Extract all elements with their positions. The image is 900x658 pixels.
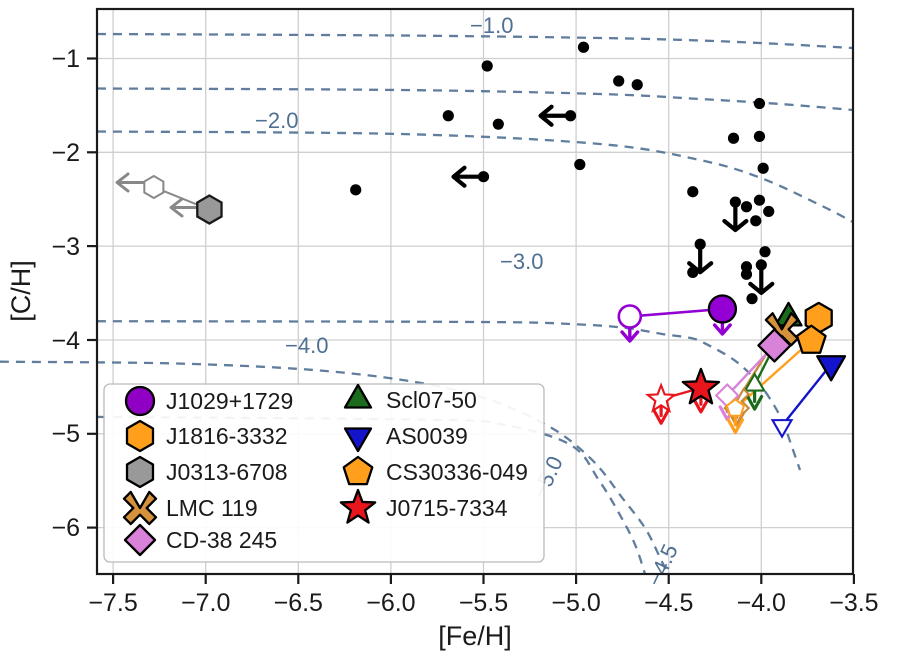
svg-text:Scl07-50: Scl07-50: [386, 387, 477, 413]
svg-text:−5: −5: [51, 420, 80, 448]
svg-text:[C/H]: [C/H]: [6, 260, 36, 322]
svg-text:−3.0: −3.0: [500, 249, 543, 274]
svg-text:−3: −3: [51, 233, 80, 261]
svg-text:J1816-3332: J1816-3332: [166, 423, 288, 449]
svg-text:J0313-6708: J0313-6708: [166, 459, 288, 485]
svg-text:CS30336-049: CS30336-049: [386, 459, 528, 485]
svg-text:−4.0: −4.0: [285, 333, 328, 358]
svg-text:J1029+1729: J1029+1729: [166, 388, 293, 414]
svg-text:−2.0: −2.0: [255, 108, 298, 133]
svg-text:LMC 119: LMC 119: [166, 495, 258, 521]
svg-text:−1.0: −1.0: [470, 13, 513, 38]
svg-text:−3.5: −3.5: [829, 589, 878, 617]
svg-text:CD-38 245: CD-38 245: [166, 527, 277, 553]
svg-text:−6: −6: [51, 514, 80, 542]
svg-text:−7.0: −7.0: [181, 589, 230, 617]
svg-text:−4.5: −4.5: [644, 589, 693, 617]
svg-text:−5.5: −5.5: [459, 589, 508, 617]
svg-text:−1: −1: [51, 45, 80, 73]
svg-text:−6.5: −6.5: [274, 589, 323, 617]
svg-text:−7.5: −7.5: [88, 589, 137, 617]
svg-text:J0715-7334: J0715-7334: [386, 495, 508, 521]
svg-text:−4: −4: [51, 327, 80, 355]
svg-text:AS0039: AS0039: [386, 423, 468, 449]
svg-text:−2: −2: [51, 139, 80, 167]
svg-text:−6.0: −6.0: [366, 589, 415, 617]
svg-text:−4.0: −4.0: [737, 589, 786, 617]
svg-text:−5.0: −5.0: [551, 589, 600, 617]
svg-text:[Fe/H]: [Fe/H]: [438, 621, 512, 651]
